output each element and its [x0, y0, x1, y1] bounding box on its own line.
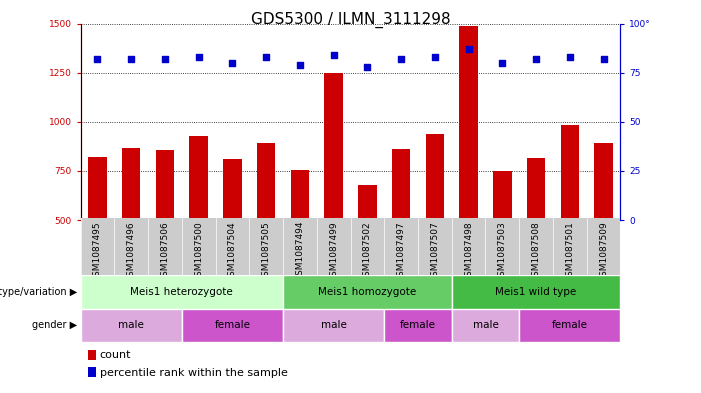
Bar [223, 159, 242, 220]
Point [125, 56, 137, 62]
Text: Meis1 homozygote: Meis1 homozygote [318, 287, 416, 297]
Point [564, 54, 576, 60]
Text: GSM1087504: GSM1087504 [228, 221, 237, 282]
Bar [392, 149, 410, 220]
Bar [88, 157, 107, 220]
Point [193, 54, 204, 60]
Text: GSM1087503: GSM1087503 [498, 221, 507, 282]
Bar [122, 148, 140, 220]
Text: male: male [320, 320, 346, 330]
Point [395, 56, 407, 62]
Text: gender ▶: gender ▶ [32, 320, 77, 330]
Point [497, 60, 508, 66]
Bar [257, 143, 275, 220]
Bar [384, 309, 451, 342]
Point [328, 52, 339, 58]
Bar [283, 309, 384, 342]
Text: female: female [400, 320, 436, 330]
Text: GSM1087498: GSM1087498 [464, 221, 473, 282]
Bar [493, 171, 512, 220]
Text: GSM1087497: GSM1087497 [397, 221, 406, 282]
Point [531, 56, 542, 62]
Bar [182, 309, 283, 342]
Text: GSM1087502: GSM1087502 [363, 221, 372, 282]
Bar [451, 275, 620, 309]
Text: GSM1087494: GSM1087494 [295, 221, 304, 281]
Bar [594, 143, 613, 220]
Text: GSM1087507: GSM1087507 [430, 221, 440, 282]
Text: GSM1087500: GSM1087500 [194, 221, 203, 282]
Text: GSM1087506: GSM1087506 [161, 221, 170, 282]
Bar [561, 125, 579, 220]
Text: percentile rank within the sample: percentile rank within the sample [100, 367, 287, 378]
Text: female: female [215, 320, 250, 330]
Text: GSM1087499: GSM1087499 [329, 221, 338, 282]
Bar [426, 134, 444, 220]
Bar [156, 150, 175, 220]
Text: GSM1087509: GSM1087509 [599, 221, 608, 282]
Bar [81, 309, 182, 342]
Point [227, 60, 238, 66]
Text: count: count [100, 350, 131, 360]
Text: GDS5300 / ILMN_3111298: GDS5300 / ILMN_3111298 [251, 12, 450, 28]
Text: GSM1087508: GSM1087508 [531, 221, 540, 282]
Bar [526, 158, 545, 220]
Text: genotype/variation ▶: genotype/variation ▶ [0, 287, 77, 297]
Bar [519, 309, 620, 342]
Text: GSM1087505: GSM1087505 [261, 221, 271, 282]
Bar [81, 275, 283, 309]
Text: GSM1087495: GSM1087495 [93, 221, 102, 282]
Text: female: female [552, 320, 587, 330]
Text: male: male [472, 320, 498, 330]
Bar [358, 185, 376, 220]
Point [294, 62, 306, 68]
Text: Meis1 heterozygote: Meis1 heterozygote [130, 287, 233, 297]
Point [261, 54, 272, 60]
Point [429, 54, 440, 60]
Bar [291, 170, 309, 220]
Text: GSM1087501: GSM1087501 [565, 221, 574, 282]
Bar [189, 136, 208, 220]
Bar [459, 26, 478, 220]
Bar [451, 309, 519, 342]
Bar [325, 73, 343, 220]
Point [463, 46, 474, 52]
Point [92, 56, 103, 62]
Point [362, 64, 373, 70]
Text: male: male [118, 320, 144, 330]
Text: GSM1087496: GSM1087496 [127, 221, 136, 282]
Point [598, 56, 609, 62]
Text: Meis1 wild type: Meis1 wild type [496, 287, 577, 297]
Point [159, 56, 170, 62]
Bar [283, 275, 451, 309]
